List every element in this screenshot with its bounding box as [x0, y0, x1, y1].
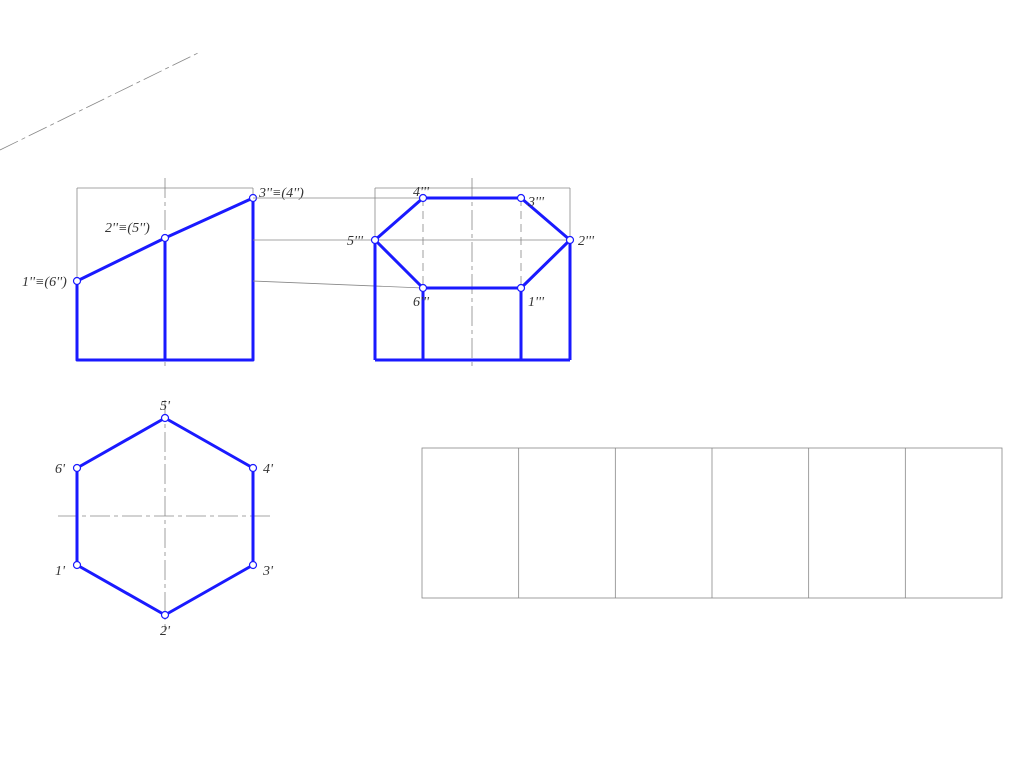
- label-t3: 3': [262, 564, 274, 579]
- label-3-4: 3''≡(4''): [258, 186, 304, 201]
- label-s4: 4''': [413, 185, 430, 200]
- top-view: 5' 4' 3' 2' 1' 6': [55, 399, 274, 639]
- label-t6: 6': [55, 462, 66, 477]
- front-view: 1''≡(6'') 2''≡(5'') 3''≡(4''): [22, 178, 304, 370]
- title-block: [422, 448, 1002, 598]
- label-1-6: 1''≡(6''): [22, 275, 67, 290]
- technical-drawing: 1''≡(6'') 2''≡(5'') 3''≡(4''): [0, 0, 1024, 767]
- label-s6: 6''': [413, 295, 430, 310]
- projection-lines: [253, 198, 423, 288]
- label-s2: 2''': [578, 234, 595, 249]
- label-t1: 1': [55, 564, 66, 579]
- side-view: 4''' 3''' 5''' 2''' 6''' 1''': [347, 178, 595, 370]
- label-s1: 1''': [528, 295, 545, 310]
- corner-axis-line: [0, 52, 200, 150]
- label-t2: 2': [160, 624, 171, 639]
- label-t4: 4': [263, 462, 274, 477]
- label-t5: 5': [160, 399, 171, 414]
- label-2-5: 2''≡(5''): [105, 221, 150, 236]
- label-s5: 5''': [347, 234, 364, 249]
- label-s3: 3''': [527, 195, 545, 210]
